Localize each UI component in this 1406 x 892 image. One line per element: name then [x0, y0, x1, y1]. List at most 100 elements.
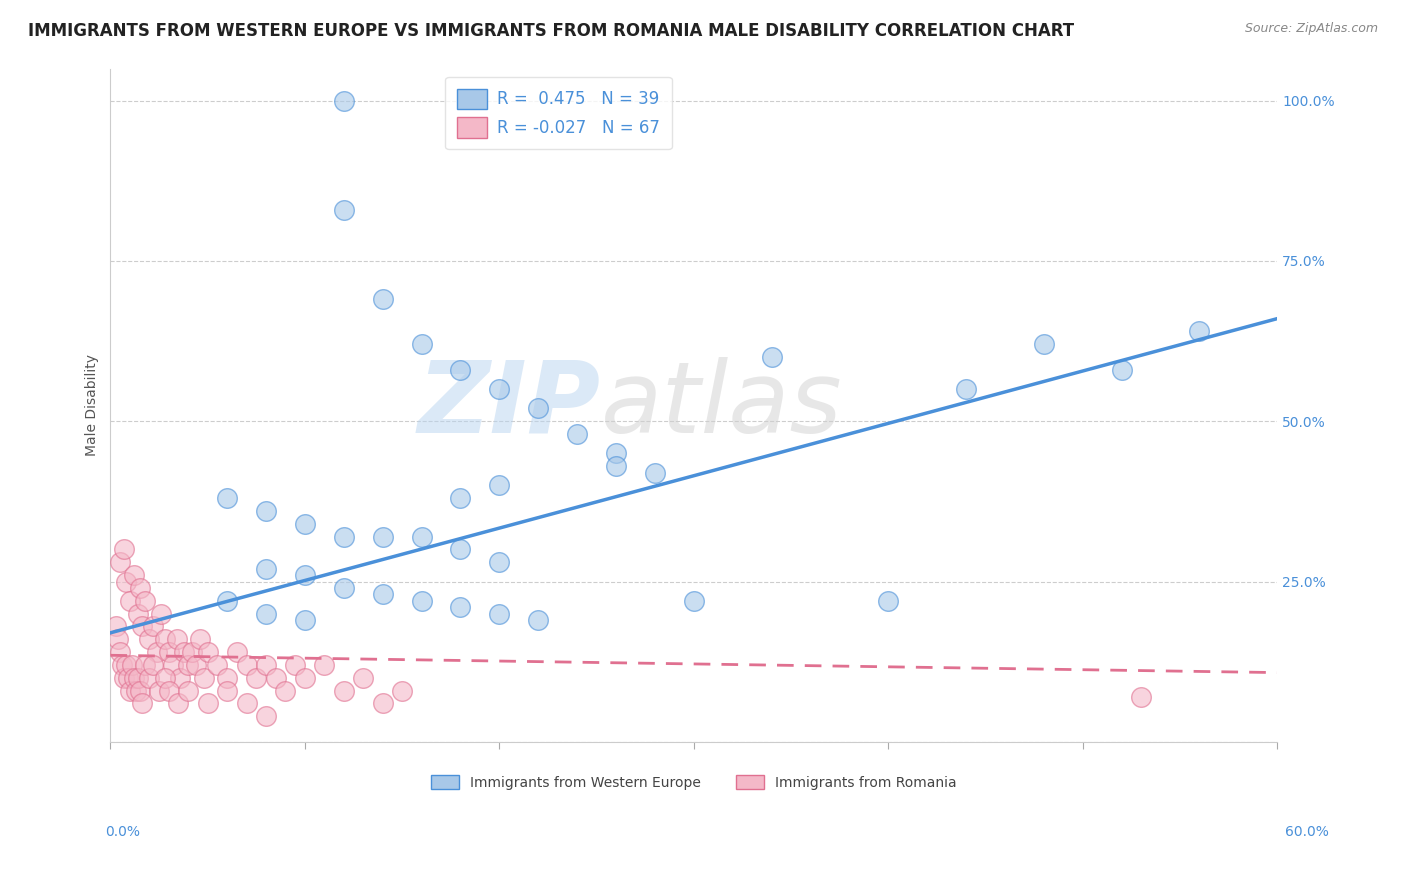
Point [153, 632, 176, 647]
Point [128, 683, 150, 698]
Point [284, 657, 307, 672]
Point [371, 530, 394, 544]
Point [138, 671, 160, 685]
Point [193, 671, 215, 685]
Point [761, 350, 783, 364]
Point [138, 632, 160, 647]
Text: Source: ZipAtlas.com: Source: ZipAtlas.com [1244, 22, 1378, 36]
Point [333, 581, 356, 595]
Point [107, 632, 129, 647]
Point [605, 446, 627, 460]
Point [245, 671, 267, 685]
Point [149, 607, 172, 621]
Point [142, 619, 165, 633]
Point [127, 607, 149, 621]
Point [682, 594, 704, 608]
Point [117, 671, 139, 685]
Point [197, 697, 219, 711]
Point [314, 657, 336, 672]
Point [488, 607, 510, 621]
Point [108, 555, 131, 569]
Point [157, 683, 180, 698]
Point [115, 657, 138, 672]
Point [131, 697, 153, 711]
Point [450, 363, 472, 377]
Point [181, 645, 204, 659]
Text: ZIP: ZIP [418, 357, 600, 454]
Point [142, 657, 165, 672]
Point [605, 459, 627, 474]
Point [294, 568, 316, 582]
Point [294, 671, 316, 685]
Point [146, 645, 169, 659]
Point [115, 574, 138, 589]
Point [294, 516, 316, 531]
Point [225, 645, 247, 659]
Point [333, 530, 356, 544]
Point [197, 645, 219, 659]
Text: atlas: atlas [600, 357, 842, 454]
Point [565, 427, 588, 442]
Point [254, 607, 277, 621]
Text: 0.0%: 0.0% [105, 825, 141, 839]
Point [333, 94, 356, 108]
Point [877, 594, 900, 608]
Point [488, 555, 510, 569]
Point [1032, 337, 1054, 351]
Point [112, 671, 135, 685]
Point [371, 697, 394, 711]
Point [1111, 363, 1133, 377]
Y-axis label: Male Disability: Male Disability [86, 354, 100, 456]
Point [254, 562, 277, 576]
Point [217, 594, 239, 608]
Point [112, 542, 135, 557]
Point [527, 401, 550, 416]
Point [157, 645, 180, 659]
Text: IMMIGRANTS FROM WESTERN EUROPE VS IMMIGRANTS FROM ROMANIA MALE DISABILITY CORREL: IMMIGRANTS FROM WESTERN EUROPE VS IMMIGR… [28, 22, 1074, 40]
Point [122, 568, 145, 582]
Point [169, 671, 191, 685]
Point [217, 683, 239, 698]
Point [188, 632, 211, 647]
Point [128, 581, 150, 595]
Point [333, 683, 356, 698]
Point [274, 683, 297, 698]
Point [134, 594, 156, 608]
Point [411, 530, 433, 544]
Point [173, 645, 195, 659]
Point [217, 491, 239, 505]
Point [411, 337, 433, 351]
Legend: Immigrants from Western Europe, Immigrants from Romania: Immigrants from Western Europe, Immigran… [426, 770, 962, 796]
Point [166, 632, 188, 647]
Point [118, 594, 141, 608]
Point [118, 683, 141, 698]
Point [333, 202, 356, 217]
Point [177, 683, 200, 698]
Point [254, 709, 277, 723]
Point [122, 671, 145, 685]
Point [125, 683, 148, 698]
Point [184, 657, 207, 672]
Point [207, 657, 229, 672]
Point [121, 657, 143, 672]
Point [162, 657, 184, 672]
Point [254, 657, 277, 672]
Point [1130, 690, 1153, 704]
Point [134, 657, 156, 672]
Point [450, 491, 472, 505]
Point [148, 683, 170, 698]
Point [1188, 325, 1211, 339]
Point [167, 697, 190, 711]
Point [127, 671, 149, 685]
Point [111, 657, 134, 672]
Point [264, 671, 287, 685]
Point [371, 587, 394, 601]
Point [644, 466, 666, 480]
Point [391, 683, 413, 698]
Point [294, 613, 316, 627]
Point [235, 657, 257, 672]
Point [153, 671, 176, 685]
Point [371, 293, 394, 307]
Point [527, 613, 550, 627]
Point [235, 697, 257, 711]
